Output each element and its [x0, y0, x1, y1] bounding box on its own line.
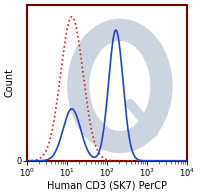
- X-axis label: Human CD3 (SK7) PerCP: Human CD3 (SK7) PerCP: [47, 180, 167, 190]
- Y-axis label: Count: Count: [5, 68, 15, 97]
